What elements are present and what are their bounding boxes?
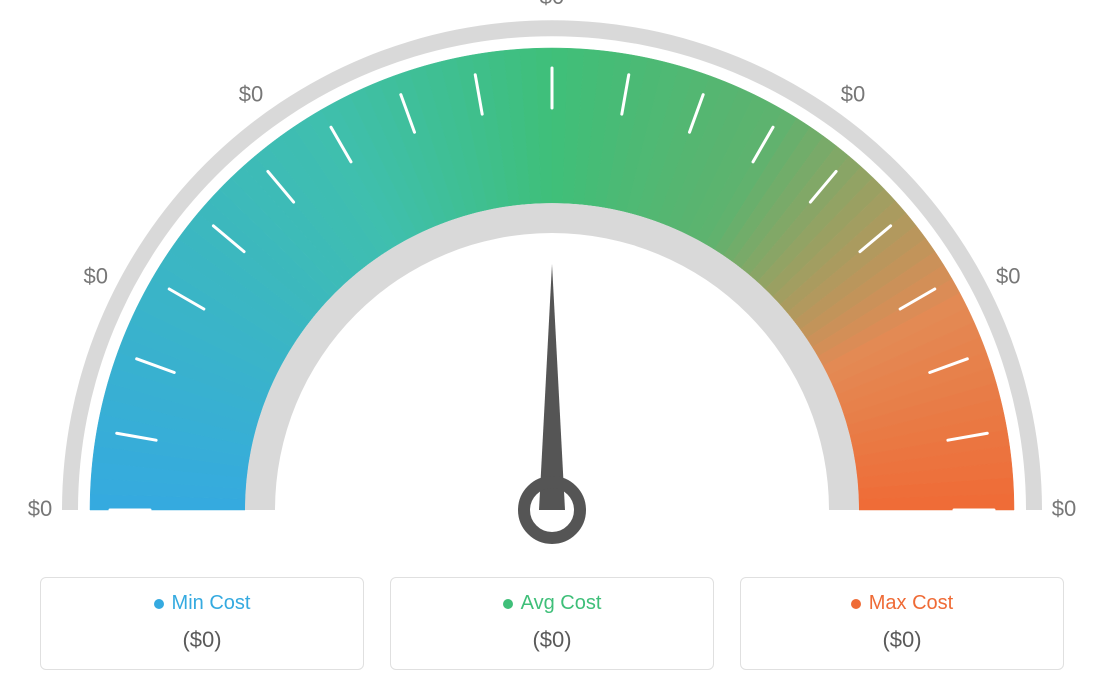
legend-label: Avg Cost xyxy=(521,592,602,615)
legend-value: ($0) xyxy=(401,627,703,653)
gauge-tick-label: $0 xyxy=(1052,496,1076,521)
legend-label: Min Cost xyxy=(172,592,251,615)
legend-label: Max Cost xyxy=(869,592,953,615)
legend-card: Avg Cost ($0) xyxy=(390,577,714,670)
gauge-tick-label: $0 xyxy=(239,82,263,107)
legend-label-line: Min Cost xyxy=(154,592,251,615)
gauge-tick-label: $0 xyxy=(841,82,865,107)
gauge-tick-label: $0 xyxy=(28,496,52,521)
gauge-tick-label: $0 xyxy=(540,0,564,9)
legend-card: Min Cost ($0) xyxy=(40,577,364,670)
legend-value: ($0) xyxy=(751,627,1053,653)
gauge-needle xyxy=(539,264,565,510)
legend-dot-icon xyxy=(503,599,513,609)
legend-dot-icon xyxy=(851,599,861,609)
legend-dot-icon xyxy=(154,599,164,609)
legend-card: Max Cost ($0) xyxy=(740,577,1064,670)
gauge-svg: $0 $0 $0 $0 $0 $0 $0 xyxy=(0,0,1104,555)
gauge-tick-label: $0 xyxy=(84,263,108,288)
legend-value: ($0) xyxy=(51,627,353,653)
cost-gauge-chart: $0 $0 $0 $0 $0 $0 $0 Min Cost ($0) Avg Cost ($… xyxy=(0,0,1104,690)
legend-label-line: Max Cost xyxy=(851,592,953,615)
legend-label-line: Avg Cost xyxy=(503,592,602,615)
legend-row: Min Cost ($0) Avg Cost ($0) Max Cost ($0… xyxy=(40,577,1064,670)
gauge-tick-label: $0 xyxy=(996,263,1020,288)
